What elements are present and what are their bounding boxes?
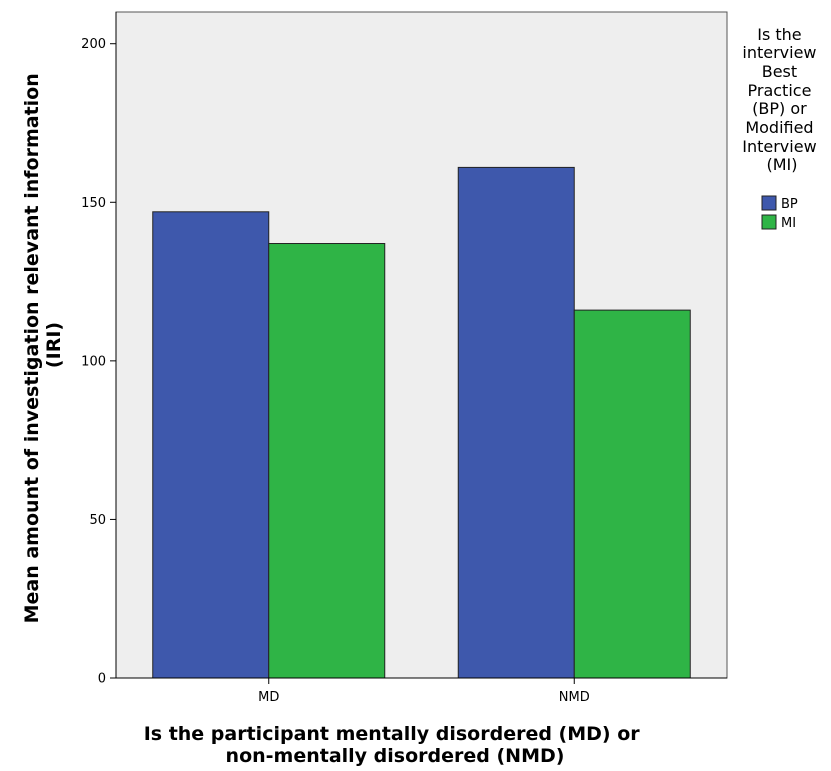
- x-axis-title-line-1: Is the participant mentally disordered (…: [144, 723, 641, 745]
- x-axis-title: Is the participant mentally disordered (…: [144, 723, 647, 767]
- y-axis-title-line-2: (IRI): [43, 322, 65, 368]
- legend-items: BP MI: [761, 195, 798, 231]
- legend-title-line-5: (BP) or: [752, 99, 807, 118]
- legend: Is the interview Best Practice (BP) or M…: [742, 25, 822, 231]
- legend-title-line-6: Modified: [745, 118, 813, 137]
- legend-label-bp: BP: [781, 197, 798, 212]
- legend-title-line-4: Practice: [748, 81, 812, 100]
- bar-bp-md: [152, 211, 270, 679]
- bar-mi-nmd: [573, 309, 691, 679]
- legend-label-mi: MI: [781, 216, 796, 231]
- legend-title-line-1: Is the: [757, 25, 801, 44]
- bar-bp-nmd: [457, 166, 575, 679]
- bars: [152, 166, 691, 679]
- y-axis-title-line-1: Mean amount of investigation relevant in…: [21, 73, 43, 623]
- legend-swatch-bp: [761, 195, 777, 211]
- legend-title-line-3: Best: [762, 62, 797, 81]
- bar-mi-md: [268, 243, 386, 679]
- y-axis-title: Mean amount of investigation relevant in…: [21, 67, 65, 624]
- x-tick-label: MD: [258, 690, 279, 705]
- y-tick-label: 100: [81, 354, 106, 369]
- legend-swatch-mi: [761, 214, 777, 230]
- x-tick-label: NMD: [559, 690, 590, 705]
- y-tick-label: 150: [81, 196, 106, 211]
- legend-title-line-8: (MI): [766, 155, 797, 174]
- x-axis: MD NMD: [258, 678, 590, 705]
- legend-title-line-7: Interview: [742, 137, 816, 156]
- legend-title: Is the interview Best Practice (BP) or M…: [742, 25, 822, 174]
- legend-title-line-2: interview: [742, 43, 816, 62]
- y-tick-label: 200: [81, 37, 106, 52]
- x-axis-title-line-2: non-mentally disordered (NMD): [226, 745, 565, 767]
- y-axis: 0 50 100 150 200: [81, 37, 116, 687]
- y-tick-label: 0: [98, 672, 106, 687]
- y-tick-label: 50: [89, 513, 106, 528]
